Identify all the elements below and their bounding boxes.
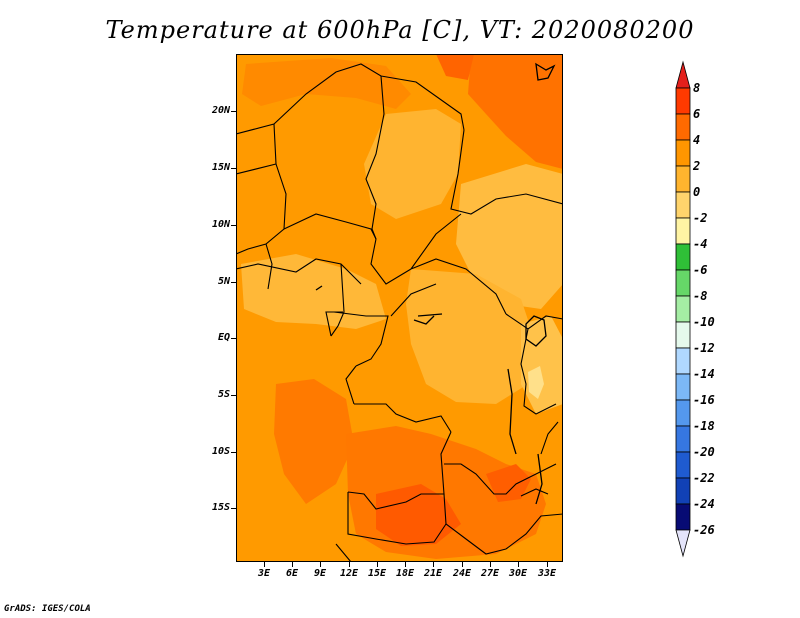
lat-label-15s: 15S xyxy=(211,502,230,513)
colorbar-swatch xyxy=(675,503,691,531)
lat-tick xyxy=(231,225,236,226)
temperature-band-minus2-to-0 xyxy=(528,366,544,399)
lat-label-5s: 5S xyxy=(217,389,230,400)
temperature-map xyxy=(236,54,563,562)
lon-label-12e: 12E xyxy=(339,568,359,579)
lon-label-24e: 24E xyxy=(452,568,472,579)
lake-tanganyika xyxy=(507,368,517,455)
colorbar-bottom-arrow xyxy=(675,529,691,558)
lat-tick xyxy=(231,338,236,339)
river-segment xyxy=(413,315,435,325)
temperature-band-4-to-6 xyxy=(242,58,411,109)
colorbar-label: 8 xyxy=(693,81,701,95)
lon-tick xyxy=(490,562,491,567)
lon-label-27e: 27E xyxy=(480,568,500,579)
lake-outline xyxy=(535,62,556,81)
temperature-band-0-to-2-central xyxy=(406,269,536,404)
lon-label-3e: 3E xyxy=(257,568,271,579)
lake-malawi xyxy=(535,453,543,505)
lon-tick xyxy=(462,562,463,567)
colorbar-label: -12 xyxy=(693,341,715,355)
lon-tick xyxy=(349,562,350,567)
colorbar-swatch xyxy=(675,373,691,401)
temperature-band-6-to-8-north xyxy=(436,54,474,80)
lat-label-10n: 10N xyxy=(211,219,230,230)
lat-tick xyxy=(231,395,236,396)
colorbar-swatch xyxy=(675,269,691,297)
coast-detail xyxy=(315,285,323,291)
lat-tick xyxy=(231,508,236,509)
colorbar-label: 2 xyxy=(693,159,701,173)
lat-label-eq: EQ xyxy=(217,332,230,343)
map-title: Temperature at 600hPa [C], VT: 202008020… xyxy=(105,16,695,44)
grads-credit: GrADS: IGES/COLA xyxy=(4,604,91,614)
colorbar-swatch xyxy=(675,243,691,271)
colorbar-swatch xyxy=(675,87,691,115)
country-borders xyxy=(236,63,563,562)
colorbar-label: -20 xyxy=(693,445,715,459)
temperature-band-0-to-2-east xyxy=(456,164,563,309)
colorbar-swatch xyxy=(675,165,691,193)
lon-tick xyxy=(405,562,406,567)
lat-tick xyxy=(231,282,236,283)
colorbar-swatch xyxy=(675,425,691,453)
lon-tick xyxy=(320,562,321,567)
colorbar-label: -16 xyxy=(693,393,715,407)
lat-tick xyxy=(231,168,236,169)
lat-label-15n: 15N xyxy=(211,162,230,173)
lon-tick xyxy=(377,562,378,567)
colorbar xyxy=(675,60,691,558)
lat-label-5n: 5N xyxy=(217,276,230,287)
temperature-band-4-to-6-northeast xyxy=(468,54,563,169)
lon-tick xyxy=(518,562,519,567)
colorbar-label: 0 xyxy=(693,185,701,199)
temperature-band-6-to-8-south xyxy=(376,484,461,546)
lat-tick xyxy=(231,111,236,112)
lakes xyxy=(315,62,556,505)
lon-tick xyxy=(264,562,265,567)
colorbar-label: -22 xyxy=(693,471,715,485)
temperature-band-4-to-6-atlantic xyxy=(274,379,354,504)
colorbar-label: -2 xyxy=(693,211,708,225)
colorbar-swatch xyxy=(675,399,691,427)
lon-label-21e: 21E xyxy=(423,568,443,579)
colorbar-top-arrow xyxy=(675,60,691,89)
lon-label-30e: 30E xyxy=(508,568,528,579)
lon-label-15e: 15E xyxy=(367,568,387,579)
colorbar-label: 4 xyxy=(693,133,701,147)
colorbar-swatch xyxy=(675,191,691,219)
colorbar-swatch xyxy=(675,217,691,245)
colorbar-swatch xyxy=(675,477,691,505)
colorbar-label: -18 xyxy=(693,419,715,433)
colorbar-label: -14 xyxy=(693,367,715,381)
colorbar-swatch xyxy=(675,321,691,349)
lon-tick xyxy=(547,562,548,567)
lon-label-9e: 9E xyxy=(313,568,327,579)
lake-victoria xyxy=(525,315,547,347)
colorbar-label: -6 xyxy=(693,263,708,277)
colorbar-label: -10 xyxy=(693,315,715,329)
colorbar-label: -8 xyxy=(693,289,708,303)
colorbar-label: -4 xyxy=(693,237,708,251)
temperature-band-0-to-2-north xyxy=(364,109,461,219)
colorbar-swatch xyxy=(675,451,691,479)
colorbar-swatch xyxy=(675,347,691,375)
lon-label-6e: 6E xyxy=(285,568,299,579)
lon-tick xyxy=(292,562,293,567)
colorbar-swatch xyxy=(675,139,691,167)
river-segment-2 xyxy=(417,313,443,317)
lat-label-10s: 10S xyxy=(211,446,230,457)
temperature-band-6-to-8-southeast xyxy=(486,464,531,502)
lon-label-33e: 33E xyxy=(537,568,557,579)
lon-label-18e: 18E xyxy=(395,568,415,579)
lat-label-20n: 20N xyxy=(211,105,230,116)
lat-tick xyxy=(231,452,236,453)
temperature-field xyxy=(236,54,563,562)
colorbar-swatch xyxy=(675,113,691,141)
colorbar-label: 6 xyxy=(693,107,701,121)
lon-tick xyxy=(433,562,434,567)
colorbar-label: -24 xyxy=(693,497,715,511)
colorbar-label: -26 xyxy=(693,523,715,537)
colorbar-swatch xyxy=(675,295,691,323)
